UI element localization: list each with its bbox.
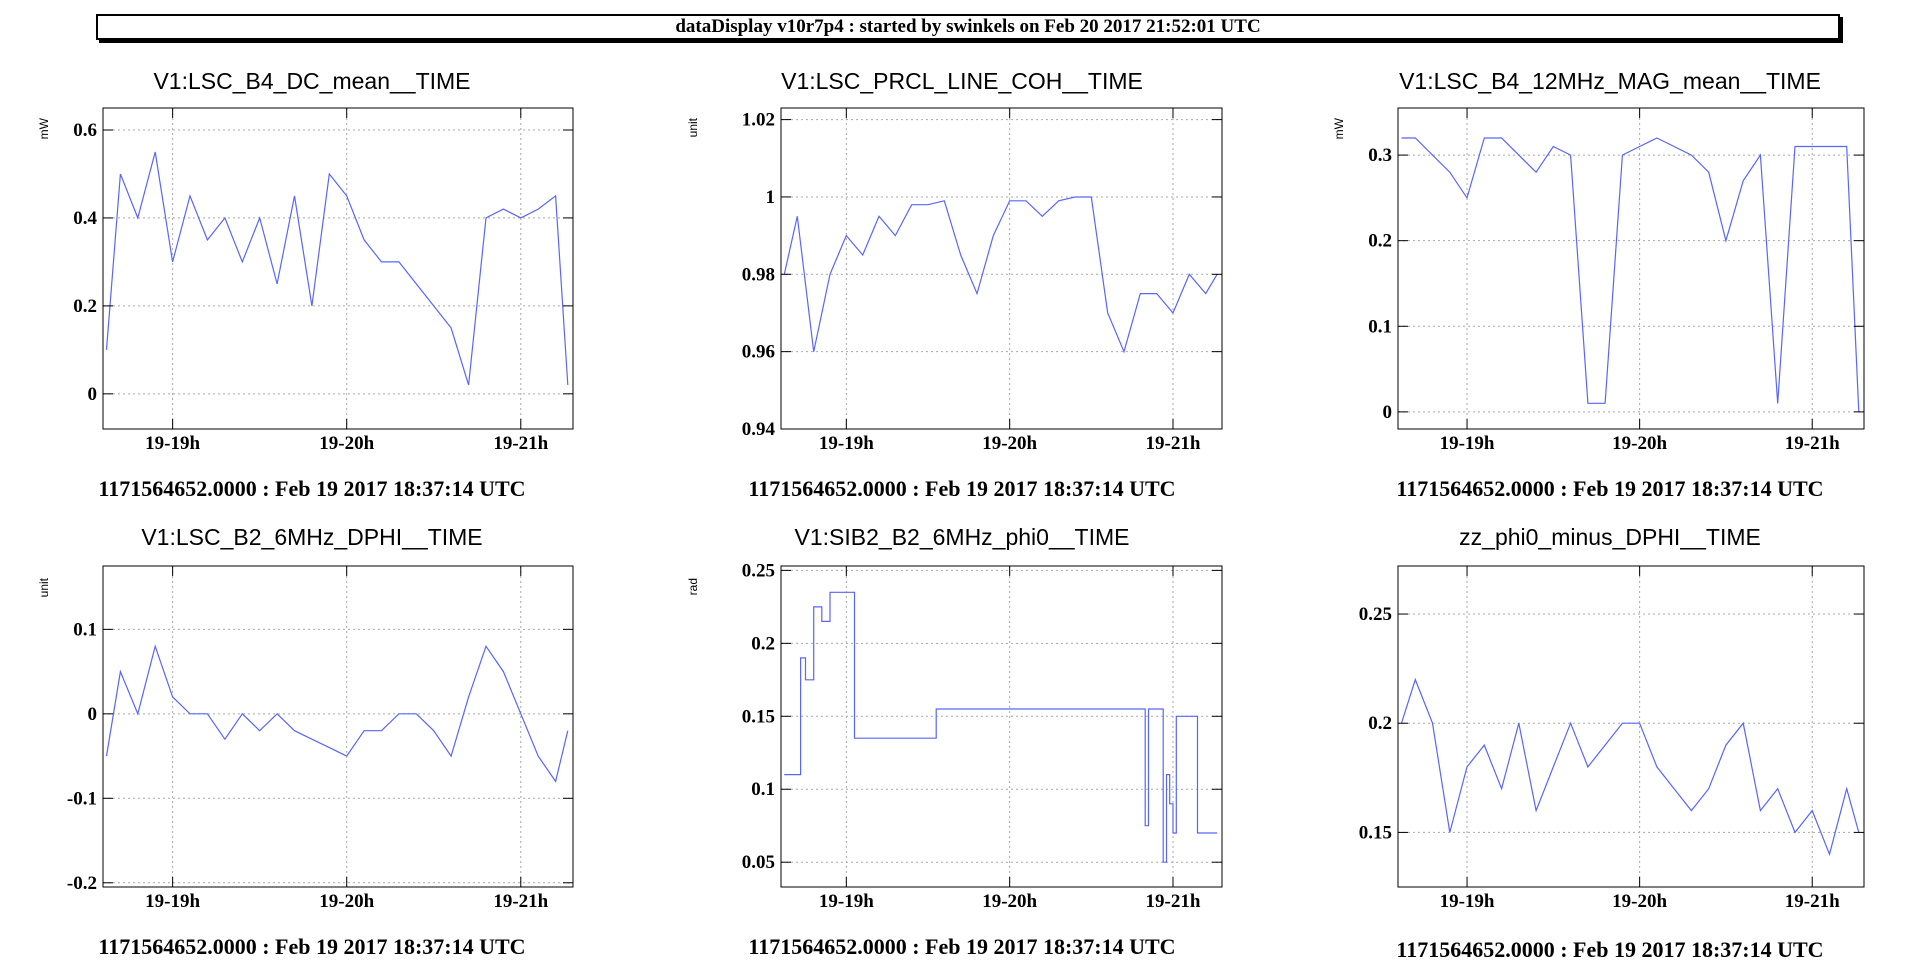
display-header: dataDisplay v10r7p4 : started by swinkel… <box>96 14 1840 40</box>
y-tick-label: 0.2 <box>73 296 97 317</box>
y-tick-label: 0.15 <box>1359 822 1392 843</box>
chart-time-caption: 1171564652.0000 : Feb 19 2017 18:37:14 U… <box>748 934 1175 959</box>
y-tick-label: 0.1 <box>73 619 97 640</box>
y-axis-unit-label: mW <box>1332 117 1346 139</box>
y-tick-label: 0.98 <box>742 264 775 285</box>
y-tick-label: -0.1 <box>67 788 97 809</box>
x-tick-label: 19-21h <box>493 891 548 912</box>
x-tick-label: 19-19h <box>819 433 874 454</box>
x-tick-label: 19-20h <box>982 891 1037 912</box>
plot-frame <box>102 107 574 430</box>
x-tick-label: 19-21h <box>1785 433 1840 454</box>
x-tick-label: 19-21h <box>1785 891 1840 912</box>
y-tick-label: 0.2 <box>1368 713 1392 734</box>
x-tick-label: 19-20h <box>319 891 374 912</box>
plot-frame <box>780 565 1223 888</box>
chart-title: V1:LSC_B4_DC_mean__TIME <box>153 68 470 94</box>
plot-frame <box>1397 565 1865 888</box>
y-axis-unit-label: unit <box>37 577 51 597</box>
y-tick-label: 0.6 <box>73 120 97 141</box>
header-text: dataDisplay v10r7p4 : started by swinkel… <box>675 16 1261 37</box>
y-tick-label: 0.3 <box>1368 145 1392 166</box>
y-tick-label: 1.02 <box>742 110 775 131</box>
x-tick-label: 19-20h <box>319 433 374 454</box>
chart-time-caption: 1171564652.0000 : Feb 19 2017 18:37:14 U… <box>98 476 525 501</box>
x-tick-label: 19-19h <box>819 891 874 912</box>
plot-frame <box>780 107 1223 430</box>
chart-time-caption: 1171564652.0000 : Feb 19 2017 18:37:14 U… <box>98 934 525 959</box>
chart-title: zz_phi0_minus_DPHI__TIME <box>1459 524 1761 550</box>
x-tick-label: 19-20h <box>1612 433 1667 454</box>
x-tick-label: 19-19h <box>1440 891 1495 912</box>
x-tick-label: 19-19h <box>145 891 200 912</box>
chart-time-caption: 1171564652.0000 : Feb 19 2017 18:37:14 U… <box>1396 937 1823 961</box>
plot-frame <box>1397 107 1865 430</box>
y-tick-label: 0.25 <box>1359 604 1392 625</box>
y-axis-unit-label: mW <box>37 117 51 139</box>
y-tick-label: 0 <box>1383 402 1393 423</box>
series-line <box>1401 137 1860 412</box>
y-tick-label: -0.2 <box>67 873 97 894</box>
series-line <box>1400 677 1860 857</box>
series-line <box>105 644 569 783</box>
chart-title: V1:SIB2_B2_6MHz_phi0__TIME <box>795 524 1130 550</box>
series-line <box>784 591 1218 863</box>
y-tick-label: 0.2 <box>751 633 775 654</box>
y-tick-label: 1 <box>766 187 776 208</box>
plot-frame <box>102 565 574 888</box>
x-tick-label: 19-19h <box>145 433 200 454</box>
x-tick-label: 19-20h <box>982 433 1037 454</box>
y-tick-label: 0.2 <box>1368 231 1392 252</box>
y-tick-label: 0 <box>88 384 98 405</box>
y-tick-label: 0.15 <box>742 706 775 727</box>
chart-panel-6: zz_phi0_minus_DPHI__TIME 0.15 0.2 0.25 19-19… <box>1359 524 1865 961</box>
x-tick-label: 19-21h <box>1146 891 1201 912</box>
series-line <box>105 151 569 386</box>
y-tick-label: 0.1 <box>1368 316 1392 337</box>
y-tick-label: 0.94 <box>742 419 776 440</box>
y-tick-label: 0.4 <box>73 208 97 229</box>
x-tick-label: 19-20h <box>1612 891 1667 912</box>
series-line <box>783 196 1218 354</box>
chart-title: V1:LSC_B4_12MHz_MAG_mean__TIME <box>1399 68 1821 94</box>
x-tick-label: 19-19h <box>1440 433 1495 454</box>
chart-panel-3: V1:LSC_B4_12MHz_MAG_mean__TIME mW 0 0.1 0.2 0… <box>1332 68 1865 501</box>
y-tick-label: 0.96 <box>742 342 775 363</box>
x-tick-label: 19-21h <box>493 433 548 454</box>
chart-time-caption: 1171564652.0000 : Feb 19 2017 18:37:14 U… <box>1396 476 1823 501</box>
y-axis-unit-label: unit <box>686 117 700 137</box>
y-tick-label: 0 <box>88 704 98 725</box>
y-axis-unit-label: rad <box>686 578 700 595</box>
y-tick-label: 0.05 <box>742 852 775 873</box>
x-tick-label: 19-21h <box>1146 433 1201 454</box>
chart-title: V1:LSC_B2_6MHz_DPHI__TIME <box>141 524 482 550</box>
chart-title: V1:LSC_PRCL_LINE_COH__TIME <box>781 68 1143 94</box>
chart-time-caption: 1171564652.0000 : Feb 19 2017 18:37:14 U… <box>748 476 1175 501</box>
y-tick-label: 0.25 <box>742 560 775 581</box>
chart-panel-1: V1:LSC_B4_DC_mean__TIME mW 0 0.2 0.4 0.6 19-19… <box>37 68 574 501</box>
y-tick-label: 0.1 <box>751 779 775 800</box>
